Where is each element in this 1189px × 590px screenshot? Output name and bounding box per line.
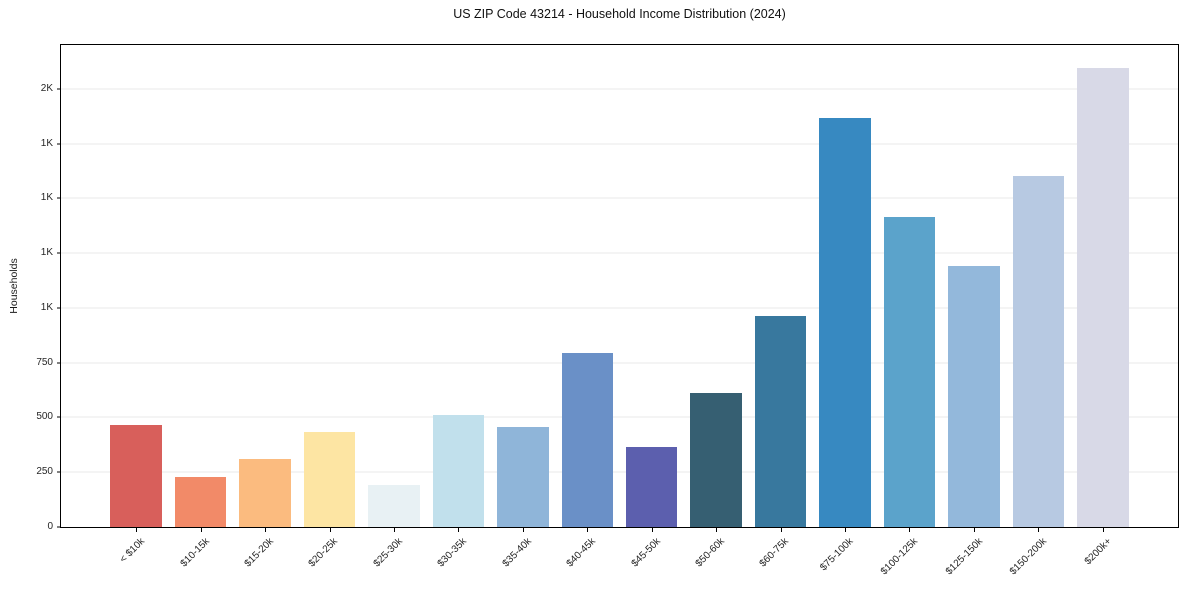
y-tick-label: 1K: [40, 247, 53, 259]
x-tick-label: $60-75k: [758, 536, 792, 570]
y-tick-label: 1K: [40, 301, 53, 313]
bar: [883, 217, 936, 527]
y-tick-mark: [57, 307, 61, 309]
x-tick-label: $75-100k: [818, 536, 856, 574]
gridline: [61, 471, 1178, 473]
gridline: [61, 88, 1178, 90]
x-tick-mark: [136, 528, 138, 532]
x-tick-mark: [909, 528, 911, 532]
bar-slot: $125-150k: [942, 45, 1006, 577]
bar: [948, 266, 1000, 527]
x-tick-mark: [780, 528, 782, 532]
x-tick-label: $20-25k: [306, 536, 341, 570]
x-tick-mark: [393, 528, 395, 532]
y-tick-mark: [57, 362, 61, 364]
bar-slot: $25-30k: [362, 45, 426, 569]
y-tick-label: 750: [36, 356, 53, 368]
bar: [625, 447, 678, 527]
bar-slot: $75-100k: [813, 45, 877, 573]
x-tick-label: $200k+: [1082, 536, 1114, 568]
y-tick-label: 1K: [40, 192, 53, 204]
x-tick-mark: [1038, 528, 1040, 532]
bar: [819, 118, 871, 527]
bar-slot: $10-15k: [168, 45, 232, 569]
bar-slot: $200k+: [1071, 45, 1135, 567]
bar: [303, 431, 356, 527]
y-tick-label: 2K: [40, 82, 53, 94]
y-axis-title: Households: [8, 258, 20, 314]
x-tick-label: $45-50k: [629, 536, 663, 570]
bar-slot: $60-75k: [748, 45, 812, 569]
bar: [497, 427, 549, 527]
x-tick-label: $100-125k: [879, 536, 921, 578]
gridline: [61, 197, 1178, 199]
gridline: [61, 143, 1178, 145]
bar: [754, 315, 807, 527]
x-tick-label: $30-35k: [435, 536, 470, 570]
x-tick-label: $35-40k: [500, 536, 534, 570]
bar: [1077, 68, 1129, 527]
y-tick-mark: [57, 143, 61, 145]
x-tick-mark: [329, 528, 331, 532]
y-tick-label: 0: [47, 521, 53, 532]
x-tick-label: $150-200k: [1007, 536, 1050, 578]
bar: [110, 425, 162, 527]
x-tick-label: $15-20k: [242, 536, 276, 570]
bar-slot: $20-25k: [297, 45, 361, 569]
bar: [368, 485, 420, 527]
x-tick-mark: [716, 528, 718, 532]
bar-slot: $150-200k: [1006, 45, 1070, 577]
chart-title: US ZIP Code 43214 - Household Income Dis…: [453, 7, 786, 21]
y-tick-mark: [57, 197, 61, 199]
x-tick-mark: [265, 528, 267, 532]
x-tick-mark: [458, 528, 460, 532]
bar: [174, 476, 227, 527]
gridline: [61, 416, 1178, 418]
y-tick-label: 1K: [40, 137, 53, 149]
bar-slot: $50-60k: [684, 45, 748, 569]
bars: < $10k $10-15k $15-20k $20-25k $25-30k $30-35…: [61, 45, 1178, 577]
gridline: [61, 252, 1178, 254]
y-tick-mark: [57, 416, 61, 418]
y-tick-mark: [57, 252, 61, 254]
gridline: [61, 307, 1178, 309]
x-tick-mark: [845, 528, 847, 532]
bar-slot: $35-40k: [491, 45, 555, 569]
y-tick-label: 500: [36, 411, 53, 423]
x-tick-label: $10-15k: [178, 536, 212, 570]
bar: [1012, 176, 1065, 527]
bar: [690, 393, 742, 527]
x-tick-mark: [1102, 528, 1104, 532]
bar: [561, 352, 614, 527]
gridline: [61, 362, 1178, 364]
bar-slot: $100-125k: [877, 45, 941, 577]
x-tick-mark: [587, 528, 589, 532]
x-tick-mark: [200, 528, 202, 532]
bar: [239, 459, 291, 527]
y-tick-mark: [57, 88, 61, 90]
plot-area: 0 250 500 750 1K 1K 1K 1K 2K < $10k $10-15k $15-20…: [36, 44, 1179, 577]
x-tick-label: $40-45k: [564, 536, 599, 570]
bar-slot: $30-35k: [426, 45, 490, 569]
y-tick-mark: [57, 471, 61, 473]
x-tick-mark: [651, 528, 653, 532]
x-tick-mark: [522, 528, 524, 532]
x-tick-label: $50-60k: [693, 536, 727, 570]
x-tick-label: $125-150k: [943, 536, 985, 578]
x-tick-label: < $10k: [117, 536, 147, 566]
bar-slot: < $10k: [104, 45, 168, 565]
bar-slot: $45-50k: [620, 45, 684, 569]
bar-slot: $15-20k: [233, 45, 297, 569]
bar: [432, 415, 485, 527]
x-tick-mark: [973, 528, 975, 532]
y-tick-label: 250: [36, 466, 53, 478]
x-tick-label: $25-30k: [371, 536, 405, 570]
y-tick-mark: [57, 526, 61, 528]
bar-slot: $40-45k: [555, 45, 619, 569]
